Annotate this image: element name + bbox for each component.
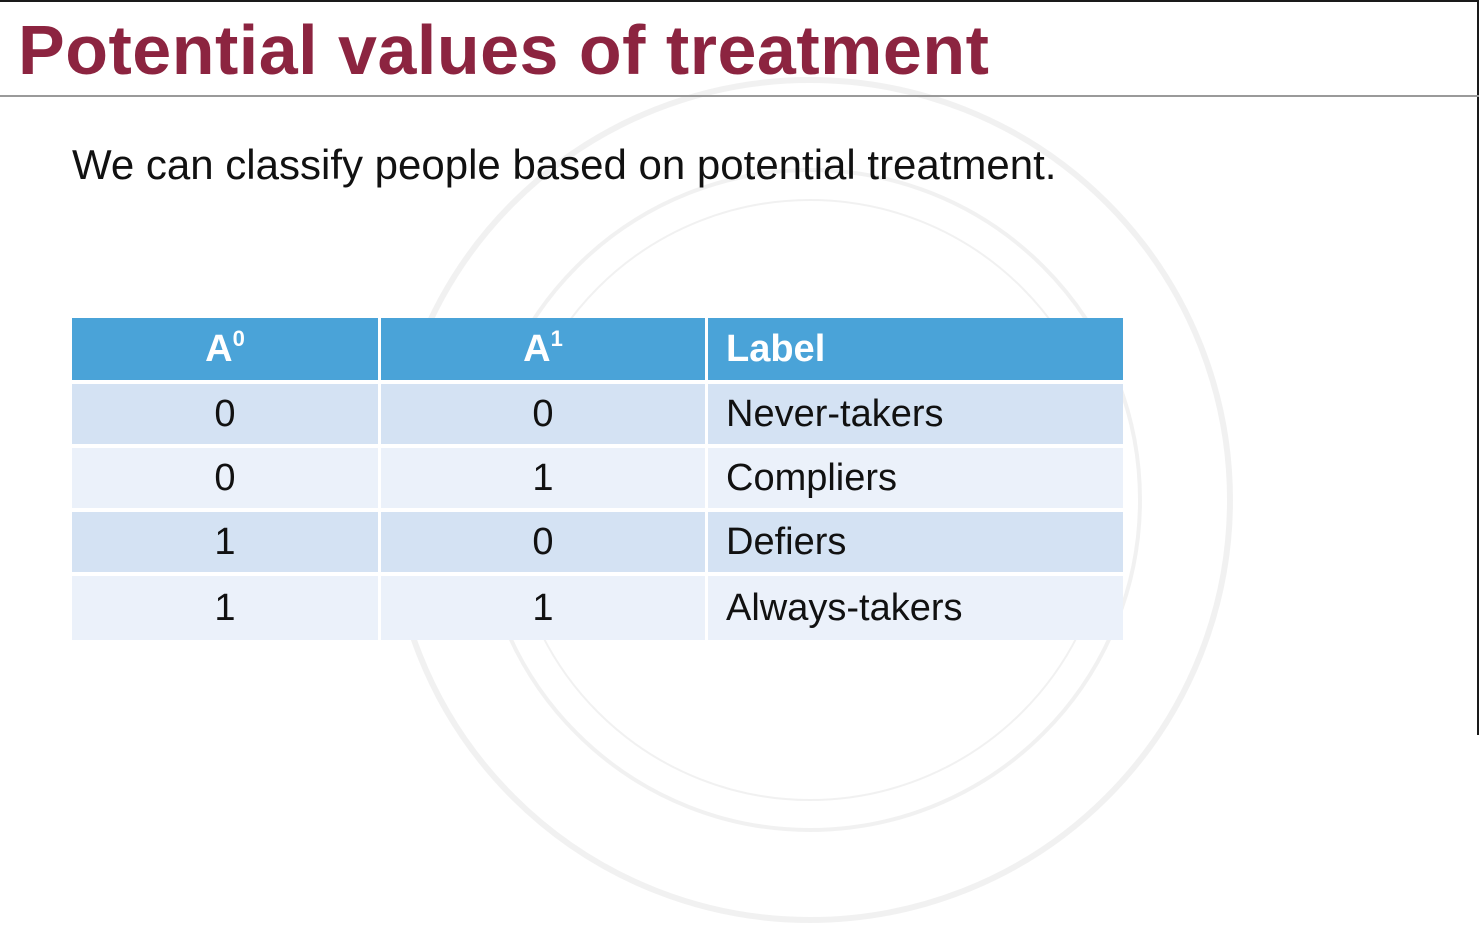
slide-frame [0, 0, 1479, 735]
cell-label: Always-takers [708, 576, 1123, 640]
intro-text: We can classify people based on potentia… [72, 141, 1057, 188]
classification-table: A0 A1 Label 0 0 Never-takers 0 1 Complie… [72, 318, 1123, 640]
cell-a1: 1 [381, 576, 708, 640]
header-a0-base: A [205, 327, 233, 370]
cell-a1: 0 [381, 384, 708, 448]
header-a0-sup: 0 [232, 325, 245, 351]
cell-a0: 0 [72, 448, 381, 512]
cell-label: Compliers [708, 448, 1123, 512]
table-row: 1 0 Defiers [72, 512, 1123, 576]
cell-a0: 1 [72, 576, 381, 640]
header-a1: A1 [381, 318, 708, 384]
header-a0: A0 [72, 318, 381, 384]
header-a1-sup: 1 [550, 325, 563, 351]
table-row: 0 1 Compliers [72, 448, 1123, 512]
header-a1-base: A [523, 327, 551, 370]
table-row: 1 1 Always-takers [72, 576, 1123, 640]
table-row: 0 0 Never-takers [72, 384, 1123, 448]
title-divider [0, 95, 1479, 97]
cell-a1: 0 [381, 512, 708, 576]
cell-label: Defiers [708, 512, 1123, 576]
cell-label: Never-takers [708, 384, 1123, 448]
header-label-text: Label [726, 327, 826, 370]
slide-title: Potential values of treatment [18, 11, 990, 89]
table-header-row: A0 A1 Label [72, 318, 1123, 384]
cell-a0: 1 [72, 512, 381, 576]
cell-a1: 1 [381, 448, 708, 512]
cell-a0: 0 [72, 384, 381, 448]
header-label: Label [708, 318, 1123, 384]
